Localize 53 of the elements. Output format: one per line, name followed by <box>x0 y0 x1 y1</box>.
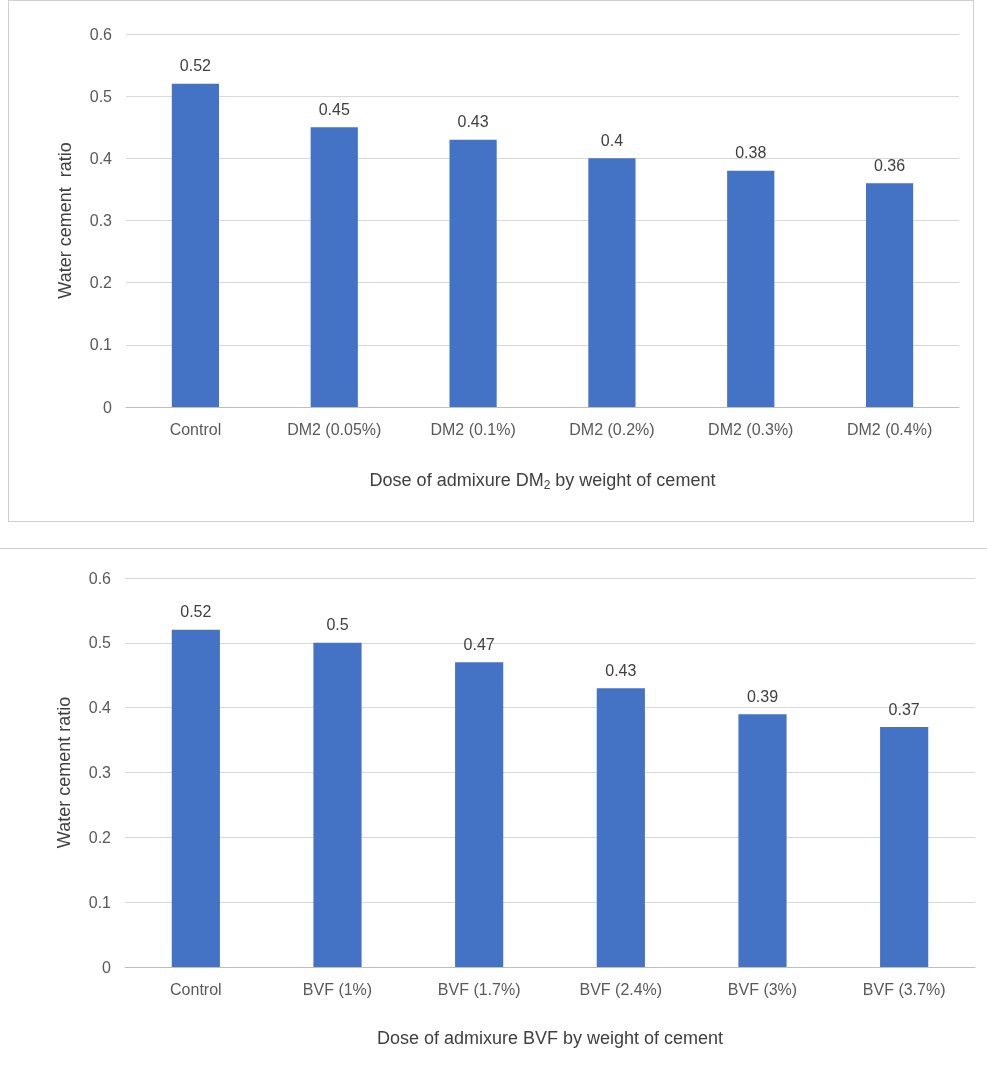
y-tick-label: 0.3 <box>89 212 113 229</box>
x-tick-label: BVF (3%) <box>727 980 798 998</box>
y-tick-label: 0.1 <box>88 893 112 911</box>
data-label: 0.39 <box>746 687 779 705</box>
x-tick-label: DM2 (0.2%) <box>569 420 655 438</box>
y-tick-label: 0.4 <box>89 149 113 167</box>
data-label: 0.38 <box>735 144 767 162</box>
y-tick-label: 0.6 <box>89 25 113 43</box>
x-tick-label: DM2 (0.4%) <box>846 420 933 438</box>
x-tick-label: DM2 (0.3%) <box>708 420 794 438</box>
x-tick-label: BVF (1.7%) <box>437 980 521 998</box>
bar <box>588 158 636 407</box>
y-axis-title: Water cement ratio <box>55 142 75 299</box>
y-tick-label: 0.1 <box>89 336 113 354</box>
data-label: 0.43 <box>457 113 489 131</box>
data-label: 0.45 <box>318 100 350 118</box>
data-label: 0.52 <box>179 57 212 75</box>
data-label: 0.36 <box>874 156 906 174</box>
bar <box>313 642 362 967</box>
data-label: 0.4 <box>600 131 624 149</box>
bar <box>171 83 220 407</box>
y-tick-label: 0.5 <box>88 634 112 652</box>
data-label: 0.47 <box>463 635 495 653</box>
y-tick-label: 0 <box>103 398 113 416</box>
y-axis-title: Water cement ratio <box>54 696 74 849</box>
bar <box>738 714 787 967</box>
x-tick-label: Control <box>169 420 222 438</box>
bar <box>171 629 220 967</box>
y-tick-label: 0.5 <box>89 87 113 105</box>
x-tick-label: DM2 (0.1%) <box>430 420 516 438</box>
x-tick-label: DM2 (0.05%) <box>287 420 382 438</box>
data-label: 0.5 <box>326 616 349 634</box>
y-tick-label: 0.4 <box>88 699 112 717</box>
bar <box>865 183 914 407</box>
bar <box>455 662 504 967</box>
bar <box>727 170 775 407</box>
x-axis-title: Dose of admixure BVF by weight of cement <box>376 1028 724 1048</box>
bar <box>880 727 929 967</box>
y-tick-label: 0.6 <box>88 569 112 587</box>
bar <box>449 139 497 407</box>
x-tick-label: Control <box>170 980 222 998</box>
data-label: 0.37 <box>888 700 920 718</box>
bar <box>310 127 358 407</box>
y-tick-label: 0.2 <box>88 828 112 846</box>
y-tick-label: 0 <box>102 958 112 976</box>
x-tick-label: BVF (1%) <box>302 980 373 998</box>
bar <box>596 688 645 967</box>
x-tick-label: BVF (3.7%) <box>862 980 946 998</box>
x-tick-label: BVF (2.4%) <box>579 980 663 998</box>
data-label: 0.52 <box>180 603 212 621</box>
data-label: 0.43 <box>605 661 637 679</box>
y-tick-label: 0.3 <box>88 764 112 781</box>
y-tick-label: 0.2 <box>89 274 113 292</box>
